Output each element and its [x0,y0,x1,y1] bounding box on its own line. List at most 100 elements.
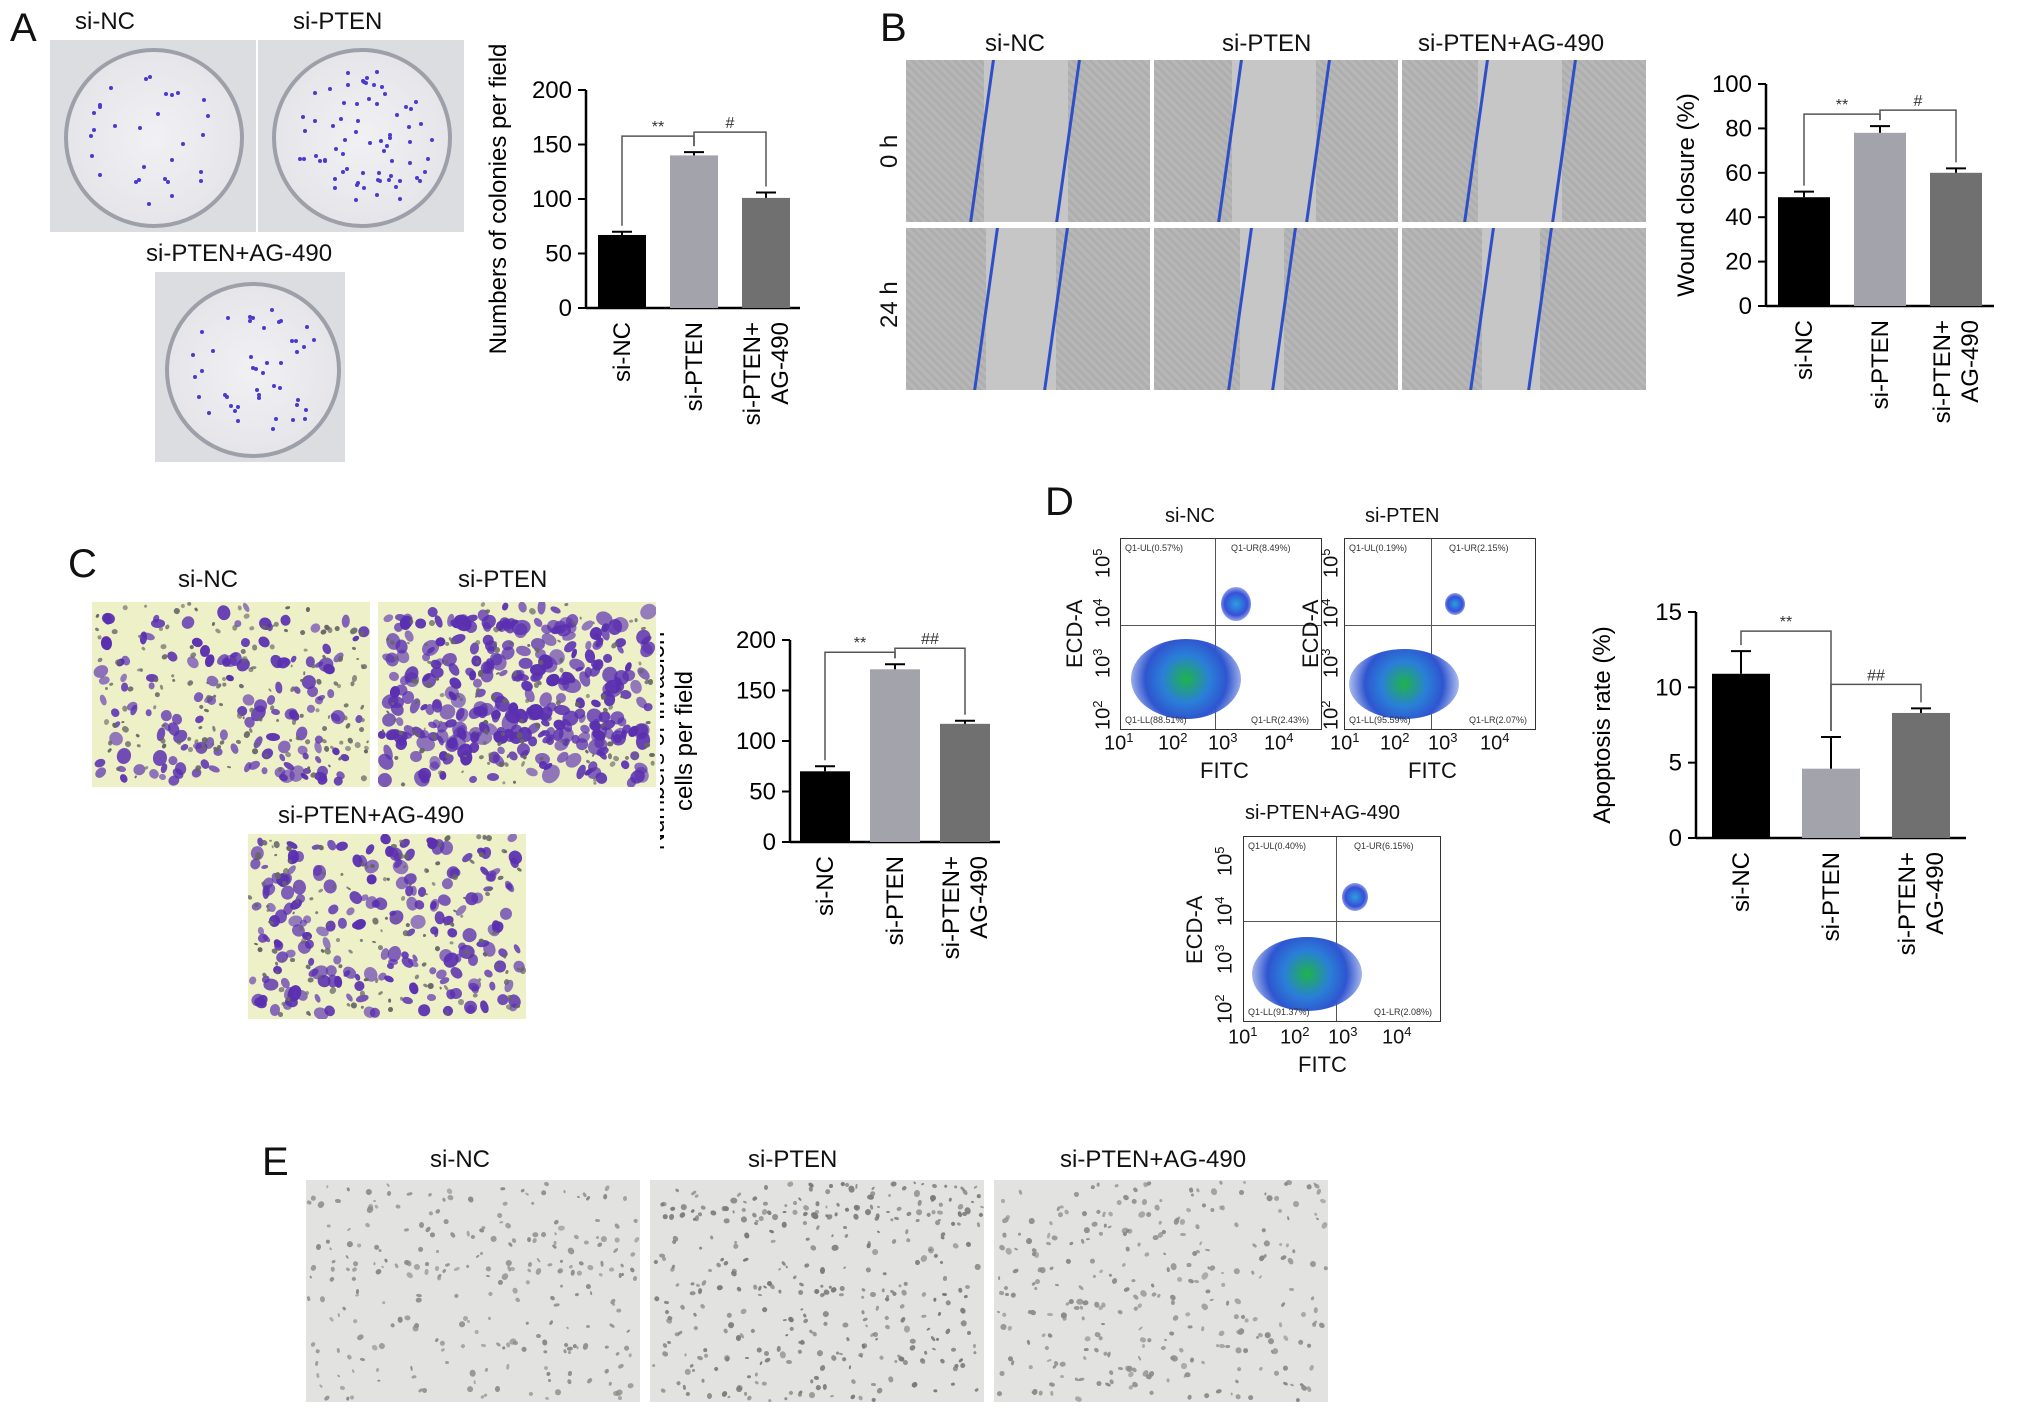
texture-speck [359,990,365,997]
texture-speck [921,1314,927,1319]
texture-speck [1200,1271,1210,1281]
texture-speck [766,1280,773,1287]
colony-dot [343,137,348,142]
texture-speck [161,743,168,750]
texture-speck [519,966,526,975]
texture-speck [638,661,643,666]
texture-speck [951,1242,960,1250]
texture-speck [762,1284,768,1289]
texture-speck [460,769,465,774]
texture-speck [413,1322,420,1329]
texture-speck [1233,1267,1241,1274]
texture-speck [702,1347,708,1353]
texture-speck [875,1305,880,1312]
texture-speck [938,1202,943,1208]
texture-speck [498,906,514,922]
panel-e-label-si-nc: si-NC [430,1146,490,1173]
texture-speck [816,1348,825,1358]
texture-speck [646,721,651,725]
texture-speck [367,1203,375,1211]
texture-speck [754,1380,760,1386]
texture-speck [378,770,395,787]
texture-speck [345,745,352,752]
texture-speck [323,947,333,957]
texture-speck [755,1345,763,1353]
texture-speck [783,1396,788,1402]
texture-speck [326,688,335,699]
colony-dot [317,158,322,163]
texture-speck [712,1366,719,1373]
texture-speck [735,1334,742,1341]
texture-speck [583,1240,590,1246]
texture-speck [1082,1354,1088,1361]
texture-speck [961,1189,969,1197]
texture-speck [574,763,588,781]
colony-dot [388,136,393,141]
texture-speck [891,1238,898,1245]
colony-dot [302,417,307,422]
colony-dot [415,175,420,180]
colony-dot [383,92,388,97]
colony-dot [381,148,386,153]
texture-speck [545,1370,552,1377]
texture-speck [1107,1210,1114,1218]
texture-speck [1051,1235,1059,1241]
texture-speck [1316,1188,1322,1196]
texture-speck [531,1237,538,1245]
texture-speck [726,1320,736,1329]
fc1-xticks: 101 102 103 104 [1104,730,1294,755]
texture-speck [883,1324,890,1331]
texture-speck [629,1267,635,1274]
texture-speck [784,1265,789,1270]
texture-speck [1233,1296,1243,1306]
texture-speck [1242,1347,1249,1355]
texture-speck [383,1258,389,1264]
texture-speck [662,1350,670,1358]
texture-speck [348,626,359,636]
texture-speck [595,1236,599,1240]
texture-speck [171,679,175,683]
texture-speck [1010,1291,1017,1299]
y-axis-label: Numbers of invasion [660,632,670,851]
texture-speck [1221,1282,1226,1287]
texture-speck [974,1387,980,1393]
texture-speck [635,617,639,623]
texture-speck [814,1375,821,1380]
texture-speck [1092,1221,1099,1228]
texture-speck [118,672,128,684]
texture-speck [951,1348,957,1353]
texture-speck [446,926,459,939]
texture-speck [505,848,525,868]
colony-dot [222,392,227,397]
texture-speck [506,1363,510,1370]
texture-speck [500,848,507,855]
texture-speck [1116,1309,1123,1316]
texture-speck [525,765,539,777]
texture-speck [913,1189,921,1197]
panel-b-col-si-pten-ag490: si-PTEN+AG-490 [1418,30,1605,57]
colony-dot [97,104,102,109]
texture-speck [517,602,529,614]
texture-speck [478,754,485,760]
texture-speck [841,1356,847,1362]
texture-speck [771,1239,777,1244]
texture-speck [662,1213,669,1220]
texture-speck [1153,1203,1161,1211]
texture-speck [956,1221,962,1227]
texture-speck [467,775,478,785]
texture-speck [444,641,450,647]
texture-speck [516,867,523,872]
texture-speck [1104,1382,1111,1388]
texture-speck [1258,1366,1264,1372]
texture-speck [1046,1332,1053,1339]
texture-speck [949,1221,956,1228]
colony-dot [181,141,186,146]
texture-speck [732,1210,735,1215]
texture-speck [810,1378,814,1383]
texture-speck [613,1236,621,1244]
texture-speck [335,841,349,853]
texture-speck [410,1365,414,1371]
texture-speck [1141,1343,1146,1348]
texture-speck [1272,1369,1280,1377]
texture-speck [998,1290,1004,1296]
